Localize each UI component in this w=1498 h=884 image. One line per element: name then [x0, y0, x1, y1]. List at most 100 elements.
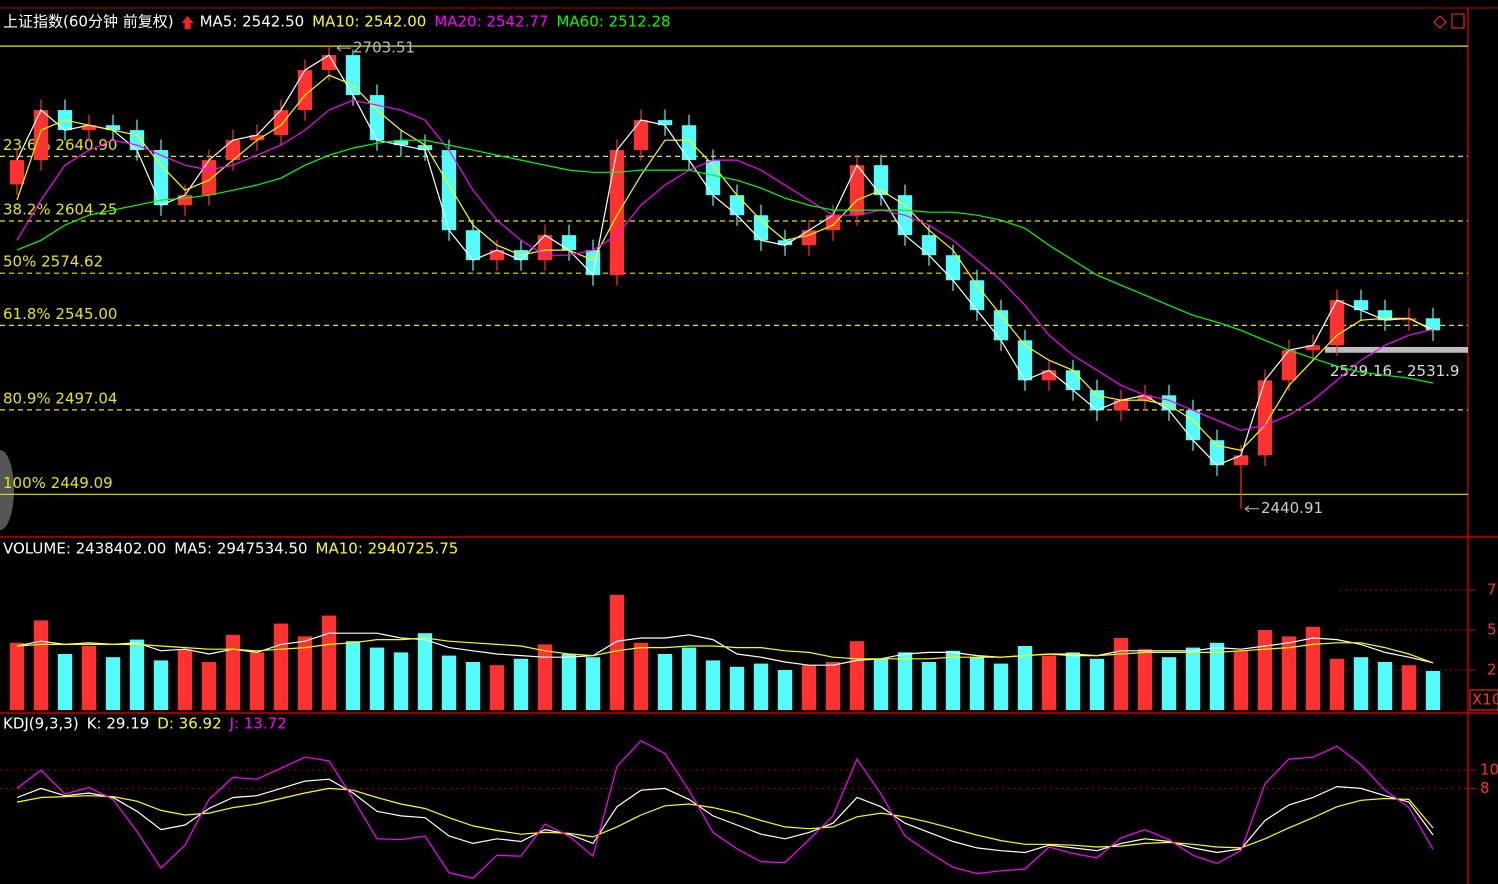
toolbar-icon[interactable]: [1451, 13, 1465, 29]
volume-bar: [945, 650, 961, 710]
candle-body: [633, 120, 649, 151]
volume-bar: [753, 663, 769, 710]
candle-body: [1017, 340, 1033, 381]
volume-bar: [81, 646, 97, 710]
volume-bar: [1209, 642, 1225, 710]
candle-body: [81, 125, 97, 131]
indicator-line: [16, 787, 1434, 849]
candle-body: [873, 165, 889, 196]
candle-body: [585, 250, 601, 276]
volume-bar: [273, 623, 289, 710]
volume-bar: [393, 652, 409, 710]
candle-body: [825, 215, 841, 231]
candle-body: [609, 150, 625, 276]
volume-bar: [129, 639, 145, 710]
candle-body: [1281, 350, 1297, 381]
candle-body: [657, 120, 673, 126]
candle-body: [129, 130, 145, 151]
candle-body: [345, 55, 361, 96]
candle-body: [153, 150, 169, 206]
candle-body: [681, 125, 697, 161]
volume-bar: [729, 666, 745, 710]
candle-body: [249, 135, 265, 141]
volume-bar: [705, 660, 721, 710]
volume-bar: [873, 658, 889, 710]
volume-bar: [1425, 670, 1441, 710]
candle-body: [465, 230, 481, 261]
indicator-line: [16, 778, 1434, 854]
toolbar-icon[interactable]: [1433, 15, 1447, 29]
volume-bar: [1377, 662, 1393, 710]
volume-bar: [369, 647, 385, 710]
volume-bar: [1401, 665, 1417, 710]
candle-body: [9, 160, 25, 185]
candle-body: [849, 165, 865, 216]
y-tick-label: 2: [1487, 661, 1497, 679]
unit-box: [1469, 689, 1498, 711]
unit-label: X10: [1472, 691, 1498, 709]
legend-label: VOLUME: 2438402.00: [3, 540, 166, 558]
volume-bar: [681, 647, 697, 710]
candle-body: [1353, 300, 1369, 311]
volume-bar: [1329, 658, 1345, 710]
candle-body: [969, 280, 985, 311]
candle-body: [297, 70, 313, 111]
candle-body: [273, 110, 289, 136]
volume-bar: [1113, 638, 1129, 710]
candle-body: [729, 195, 745, 216]
y-tick-label: 8: [1480, 779, 1490, 797]
volume-bar: [153, 660, 169, 710]
volume-bar: [513, 658, 529, 710]
legend-label: J: 13.72: [229, 715, 287, 733]
legend-label: MA10: 2940725.75: [316, 540, 459, 558]
volume-bar: [345, 641, 361, 710]
volume-bar: [1017, 646, 1033, 710]
volume-bar: [1257, 630, 1273, 710]
candle-body: [177, 195, 193, 206]
volume-bar: [1281, 636, 1297, 710]
volume-bar: [57, 654, 73, 710]
volume-bar: [1161, 657, 1177, 710]
volume-bar: [465, 662, 481, 710]
volume-bar: [921, 662, 937, 710]
low-arrow: [1244, 505, 1259, 513]
candle-body: [1401, 318, 1417, 321]
low-label: 2440.91: [1261, 499, 1323, 517]
volume-bar: [1089, 658, 1105, 710]
candle-body: [921, 235, 937, 256]
level-label: 38.2% 2604.25: [3, 200, 117, 218]
candle-body: [393, 140, 409, 146]
volume-bar: [561, 654, 577, 710]
volume-bar: [585, 657, 601, 710]
level-label: 100% 2449.09: [3, 474, 113, 492]
candle-body: [1305, 345, 1321, 351]
volume-bar: [105, 657, 121, 710]
candle-body: [1425, 318, 1441, 331]
volume-bar: [537, 644, 553, 710]
candle-body: [1257, 380, 1273, 456]
legend-label: MA10: 2542.00: [312, 13, 426, 31]
candle-body: [1065, 370, 1081, 391]
level-label: 80.9% 2497.04: [3, 389, 117, 407]
volume-bar: [225, 634, 241, 710]
legend-label: MA5: 2542.50: [200, 13, 305, 31]
volume-bar: [1233, 650, 1249, 710]
side-handle[interactable]: [0, 450, 14, 530]
ma-line: [16, 74, 1434, 451]
candle-body: [753, 215, 769, 241]
ma-line: [16, 99, 1434, 432]
candle-body: [561, 235, 577, 251]
volume-bar: [9, 642, 25, 710]
candle-body: [993, 310, 1009, 341]
volume-bar: [801, 665, 817, 710]
volume-bar: [1137, 649, 1153, 710]
candle-body: [441, 150, 457, 231]
high-arrow: [336, 44, 351, 52]
volume-bar: [777, 670, 793, 710]
y-tick-label: 5: [1487, 621, 1497, 639]
candle-body: [1041, 370, 1057, 381]
volume-bar: [1065, 652, 1081, 710]
candle-body: [1209, 440, 1225, 466]
